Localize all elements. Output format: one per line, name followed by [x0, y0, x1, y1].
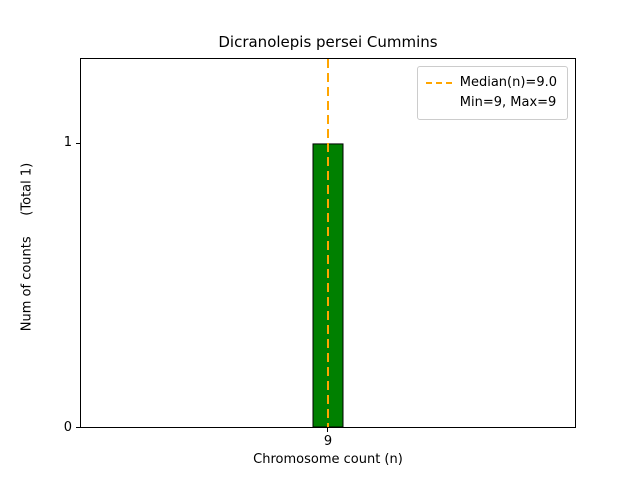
x-axis-label: Chromosome count (n)	[253, 452, 403, 467]
legend-minmax-label: Min=9, Max=9	[459, 95, 557, 110]
legend: Median(n)=9.0 Min=9, Max=9	[416, 66, 568, 120]
y-tick-label-1: 1	[63, 135, 72, 150]
chart-title: Dicranolepis persei Cummins	[218, 33, 438, 51]
x-tick-mark-9	[327, 428, 328, 432]
legend-row-minmax: Min=9, Max=9	[426, 93, 557, 113]
legend-row-median: Median(n)=9.0	[425, 73, 557, 93]
y-tick-mark-1	[76, 143, 80, 144]
median-dashed-line-swatch	[425, 82, 452, 84]
y-tick-mark-0	[76, 427, 80, 428]
y-axis-label: Num of counts (Total 1)	[19, 162, 35, 332]
x-tick-label-9: 9	[323, 434, 333, 449]
y-tick-label-0: 0	[63, 420, 72, 435]
legend-empty-swatch	[426, 102, 452, 104]
plot-area: Median(n)=9.0 Min=9, Max=9	[80, 58, 576, 428]
plot-canvas	[312, 59, 344, 427]
legend-median-label: Median(n)=9.0	[459, 75, 557, 90]
